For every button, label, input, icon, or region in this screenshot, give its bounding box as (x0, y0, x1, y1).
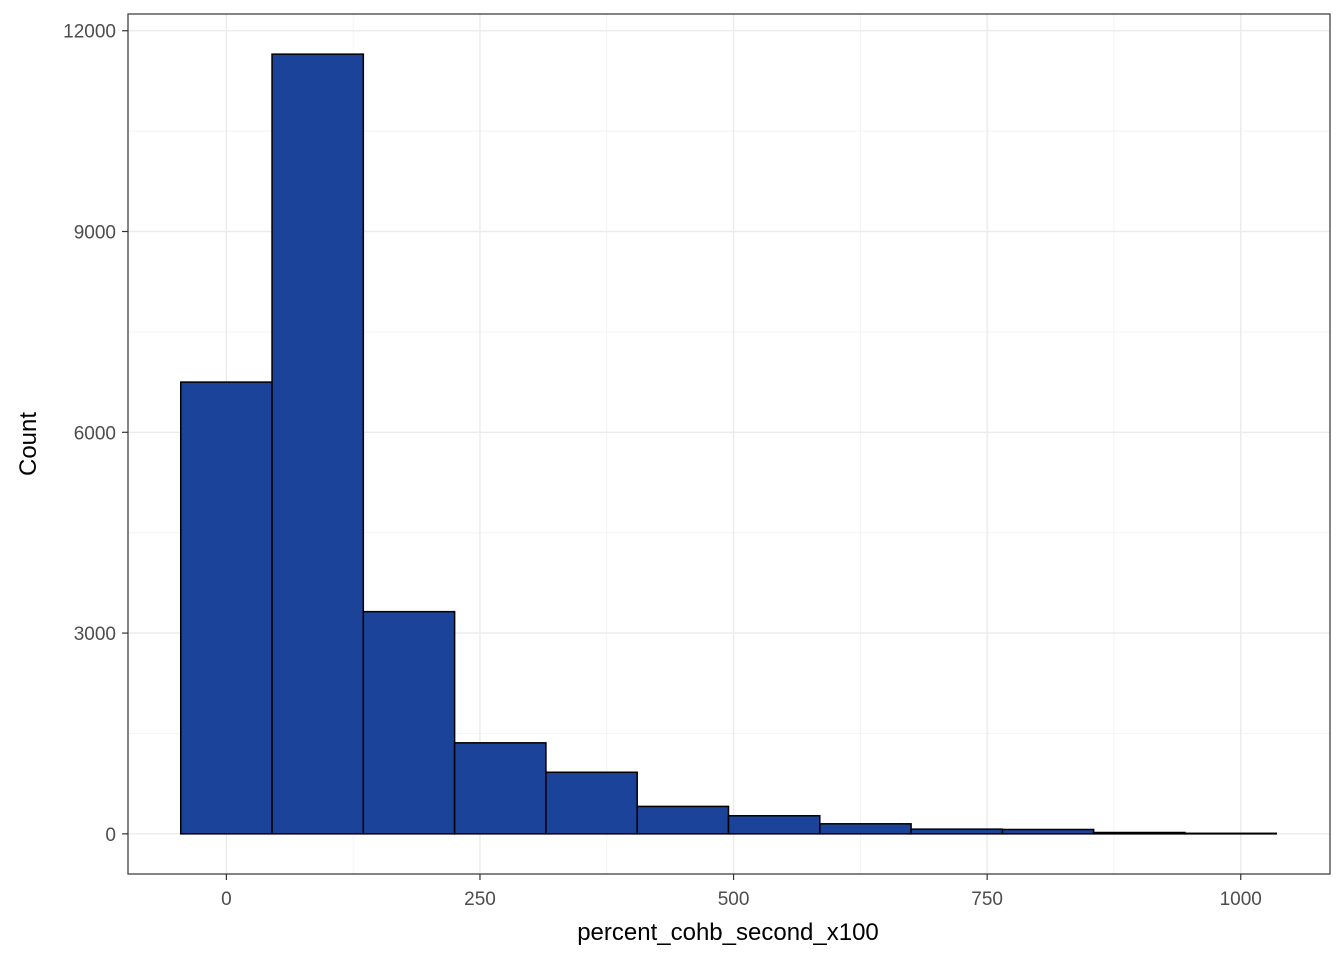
y-tick-label: 0 (105, 825, 116, 846)
histogram-bar-8 (819, 823, 912, 835)
x-tick-label: 0 (221, 889, 232, 910)
x-axis-title: percent_cohb_second_x100 (577, 919, 879, 946)
y-axis-title: Count (15, 412, 42, 476)
histogram-bars (179, 53, 1277, 835)
x-tick-label: 250 (464, 889, 496, 910)
y-tick-label: 9000 (74, 223, 116, 244)
histogram-bar-1 (179, 381, 273, 835)
histogram-bar-10 (1001, 828, 1095, 835)
y-tick-labels: 0 3000 6000 9000 12000 (63, 22, 116, 846)
histogram-bar-6 (636, 805, 730, 835)
x-tick-label: 750 (971, 889, 1003, 910)
panel-border (127, 13, 1331, 875)
histogram-bar-2 (271, 53, 365, 835)
histogram-bar-4 (453, 742, 547, 835)
x-tick-labels: 0 250 500 750 1000 (221, 889, 1262, 910)
histogram-bar-3 (362, 610, 456, 835)
histogram-bar-9 (910, 828, 1004, 835)
histogram-bar-12 (1184, 832, 1277, 835)
y-tick-label: 3000 (74, 624, 116, 645)
x-tick-label: 500 (718, 889, 750, 910)
x-tick-label: 1000 (1220, 889, 1262, 910)
axis-ticks (122, 30, 1242, 880)
y-tick-label: 12000 (63, 22, 116, 43)
histogram-bar-5 (545, 771, 638, 835)
histogram-bar-11 (1092, 831, 1186, 835)
histogram-bar-7 (727, 815, 821, 835)
y-tick-label: 6000 (74, 423, 116, 444)
